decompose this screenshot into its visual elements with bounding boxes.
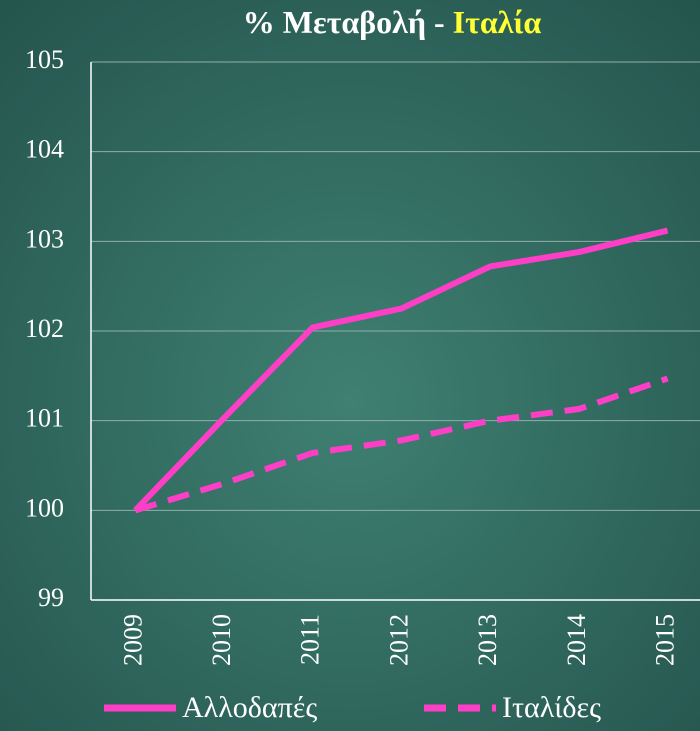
y-tick-label: 103 [25, 224, 64, 253]
legend-label: Ιταλίδες [502, 691, 601, 724]
series-line [134, 375, 669, 514]
x-tick-label: 2015 [651, 614, 680, 666]
y-tick-label: 104 [25, 135, 64, 164]
title-part: Ιταλία [453, 4, 542, 40]
x-tick-label: 2009 [118, 614, 147, 666]
y-tick-label: 102 [25, 314, 64, 343]
x-tick-label: 2012 [384, 614, 413, 666]
title-part: % Μεταβολή - [243, 4, 445, 40]
y-tick-label: 99 [38, 583, 64, 612]
legend-label: Αλλοδαπές [182, 691, 317, 724]
x-tick-label: 2014 [562, 614, 591, 666]
x-tick-label: 2010 [207, 614, 236, 666]
x-tick-label: 2013 [473, 614, 502, 666]
series-line [133, 227, 669, 513]
y-tick-label: 101 [25, 404, 64, 433]
x-tick-label: 2011 [296, 614, 325, 665]
y-tick-label: 100 [25, 493, 64, 522]
y-tick-label: 105 [25, 45, 64, 74]
chart-title: % Μεταβολή - Ιταλία [243, 4, 542, 40]
